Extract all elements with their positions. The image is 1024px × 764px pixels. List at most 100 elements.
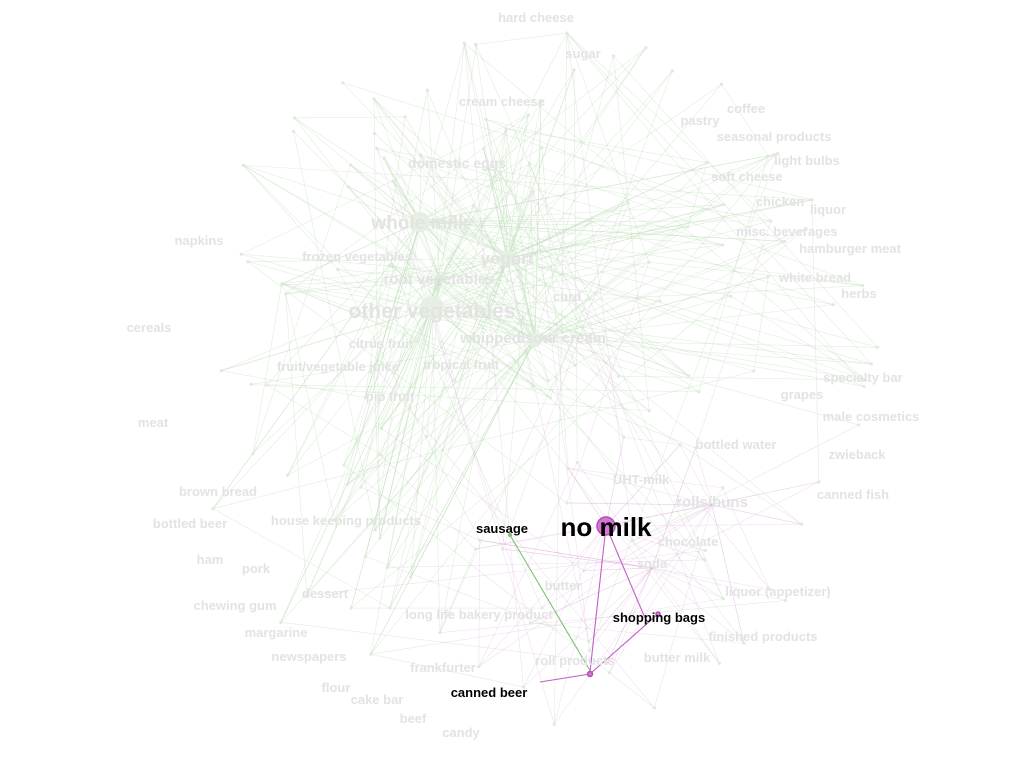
item-label: specialty bar <box>823 370 903 385</box>
graph-node <box>379 453 383 457</box>
graph-edge <box>568 468 723 489</box>
graph-edge <box>534 241 785 341</box>
graph-edge <box>454 257 508 381</box>
graph-edge <box>505 128 536 341</box>
graph-node <box>453 379 457 383</box>
graph-edge <box>376 148 421 223</box>
graph-edge <box>523 567 653 688</box>
graph-edge <box>605 444 681 527</box>
graph-edge <box>370 598 724 655</box>
graph-edge <box>534 153 778 341</box>
graph-edge <box>347 321 521 485</box>
graph-node <box>342 463 346 467</box>
graph-edge <box>419 204 725 223</box>
sausage-node[interactable] <box>508 533 512 537</box>
graph-node <box>375 146 379 151</box>
graph-node <box>478 538 482 542</box>
graph-node <box>565 501 569 505</box>
graph-node <box>333 518 337 522</box>
graph-node <box>426 277 430 281</box>
graph-edge <box>212 508 390 609</box>
graph-node <box>349 606 353 610</box>
faded-item-labels: hard cheese sugar cream cheese coffee pa… <box>127 10 920 740</box>
item-label: butter <box>545 578 582 593</box>
graph-node <box>526 113 531 117</box>
graph-edge <box>439 199 813 281</box>
graph-node <box>647 408 651 413</box>
graph-node <box>775 151 780 156</box>
graph-edge <box>373 98 381 539</box>
background-nodes <box>211 31 880 726</box>
graph-node <box>528 621 532 625</box>
graph-edge <box>426 90 441 281</box>
graph-node <box>378 536 382 540</box>
graph-node <box>875 345 880 349</box>
graph-edge <box>472 205 536 341</box>
graph-edge <box>534 276 769 341</box>
graph-edge <box>605 481 819 527</box>
graph-edge <box>419 221 576 366</box>
graph-edge <box>439 600 786 633</box>
focus-node-group[interactable]: no milk <box>560 512 652 542</box>
graph-edge <box>380 454 476 550</box>
graph-edge <box>651 447 696 569</box>
graph-edge <box>243 165 421 223</box>
graph-edge <box>373 307 433 367</box>
graph-node <box>607 671 612 675</box>
graph-edge <box>711 487 724 506</box>
graph-edge <box>566 32 872 365</box>
graph-node <box>611 54 616 58</box>
graph-edge <box>439 153 778 281</box>
graph-edge <box>420 154 723 246</box>
graph-edge <box>342 82 725 205</box>
graph-edge <box>573 70 578 463</box>
graph-edge <box>506 191 534 259</box>
canned-beer-node[interactable] <box>586 670 594 678</box>
graph-edge <box>431 307 441 633</box>
graph-edge <box>502 548 653 569</box>
graph-edge <box>506 162 708 259</box>
no-milk-node[interactable] <box>596 516 616 536</box>
item-label: curd <box>553 289 581 304</box>
graph-edge <box>439 83 722 281</box>
graph-edge <box>485 119 576 366</box>
graph-edge <box>212 47 647 509</box>
graph-edge <box>306 550 706 596</box>
graph-edge <box>426 90 549 381</box>
graph-node <box>768 587 772 591</box>
highlighted-neighbors: sausage shopping bags canned beer <box>451 521 706 700</box>
graph-edge <box>427 278 802 525</box>
edge-no-milk-shopping-bags <box>605 525 646 619</box>
graph-edge <box>506 147 543 259</box>
graph-edge <box>605 437 624 527</box>
graph-edge <box>632 504 713 542</box>
graph-edge <box>506 257 872 365</box>
graph-edge <box>566 33 634 541</box>
graph-edge <box>373 98 508 259</box>
graph-edge <box>287 279 441 476</box>
graph-edge <box>534 339 878 348</box>
item-label: root vegetables <box>384 271 495 288</box>
graph-node <box>766 275 770 279</box>
graph-edge <box>360 486 480 541</box>
graph-edge <box>387 339 536 568</box>
item-label: UHT-milk <box>613 472 670 487</box>
graph-edge <box>294 117 421 223</box>
graph-edge <box>373 98 690 377</box>
graph-node <box>484 117 488 122</box>
graph-edge <box>394 279 441 374</box>
graph-edge <box>651 481 819 569</box>
graph-edge <box>389 339 536 609</box>
graph-node <box>251 452 255 456</box>
graph-node <box>349 163 353 167</box>
graph-edge <box>534 276 769 341</box>
graph-node <box>391 179 395 183</box>
graph-edge <box>548 228 806 381</box>
graph-edge <box>346 221 421 485</box>
graph-edge <box>360 218 593 488</box>
graph-edge <box>294 117 720 664</box>
graph-node <box>617 374 621 378</box>
shopping-bags-node[interactable] <box>655 611 661 617</box>
graph-edge <box>419 163 530 223</box>
graph-edge <box>483 148 536 341</box>
